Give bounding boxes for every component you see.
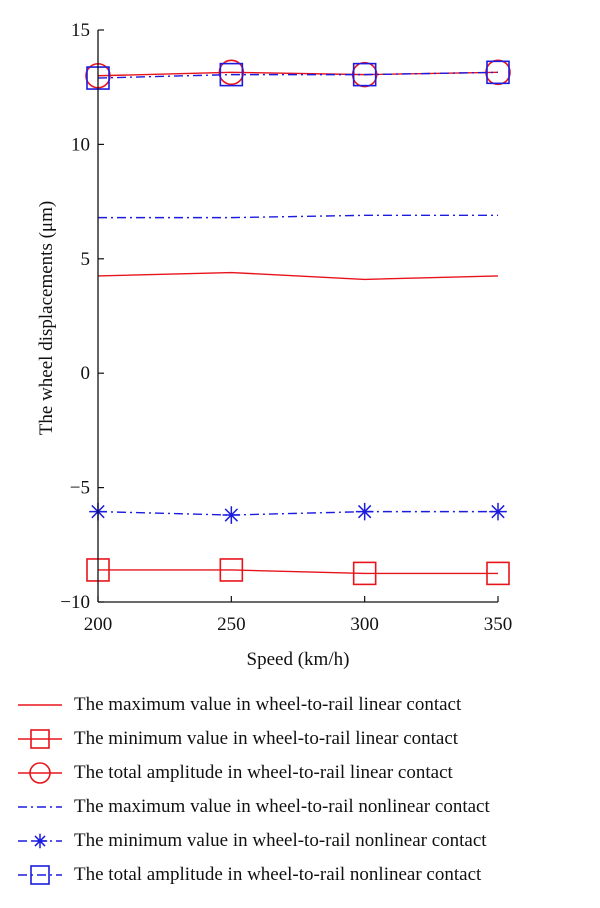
data-point [486,561,510,586]
data-point [352,62,377,87]
legend-swatch [18,865,62,885]
series-1 [97,271,499,281]
data-point [219,558,244,582]
legend-label: The total amplitude in wheel-to-rail lin… [74,762,453,783]
y-tick-label: −5 [70,478,90,499]
y-tick-label: −10 [60,592,90,613]
legend-marker [29,762,51,784]
legend-marker [30,865,50,885]
y-axis-label: The wheel displacements (μm) [36,201,57,435]
legend-swatch [18,833,62,849]
y-tick-label: 10 [71,134,90,155]
x-axis-label: Speed (km/h) [247,649,350,670]
legend-swatch [18,762,62,784]
series-3 [85,59,511,89]
series-6 [86,60,510,90]
data-point [355,502,374,521]
series-5 [89,502,507,524]
data-point [352,561,377,586]
plot-area [85,59,511,586]
legend-label: The minimum value in wheel-to-rail nonli… [74,830,487,851]
series-line [98,569,498,575]
legend-label: The maximum value in wheel-to-rail nonli… [74,796,490,817]
series-line [97,71,499,77]
data-point [222,506,241,524]
legend-item: The minimum value in wheel-to-rail linea… [14,722,594,756]
legend-marker [30,729,50,749]
legend-item: The maximum value in wheel-to-rail nonli… [14,790,594,824]
series-4 [98,214,498,219]
series-line [98,214,498,219]
series-line [97,271,499,281]
legend-label: The maximum value in wheel-to-rail linea… [74,694,462,715]
x-tick-label: 300 [350,614,379,635]
legend-swatch [18,729,62,749]
x-tick-label: 350 [484,614,513,635]
data-point [218,59,245,86]
series-line [97,510,498,516]
legend-item: The total amplitude in wheel-to-rail non… [14,858,594,892]
data-point [486,60,510,85]
legend-marker [32,833,48,849]
legend-item: The total amplitude in wheel-to-rail lin… [14,756,594,790]
legend: The maximum value in wheel-to-rail linea… [14,688,594,892]
legend-swatch [18,806,62,808]
x-tick-label: 200 [84,614,113,635]
y-tick-label: 15 [71,20,90,41]
series-2 [86,558,510,586]
y-tick-label: 0 [81,363,91,384]
y-tick-label: 5 [81,249,91,270]
legend-item: The minimum value in wheel-to-rail nonli… [14,824,594,858]
legend-item: The maximum value in wheel-to-rail linea… [14,688,594,722]
legend-label: The total amplitude in wheel-to-rail non… [74,864,482,885]
legend-swatch [18,704,62,706]
data-point [219,62,244,87]
x-tick-label: 250 [217,614,246,635]
legend-label: The minimum value in wheel-to-rail linea… [74,728,459,749]
data-point [489,502,507,521]
